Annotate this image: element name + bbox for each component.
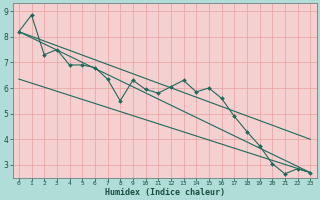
X-axis label: Humidex (Indice chaleur): Humidex (Indice chaleur) bbox=[105, 188, 225, 197]
